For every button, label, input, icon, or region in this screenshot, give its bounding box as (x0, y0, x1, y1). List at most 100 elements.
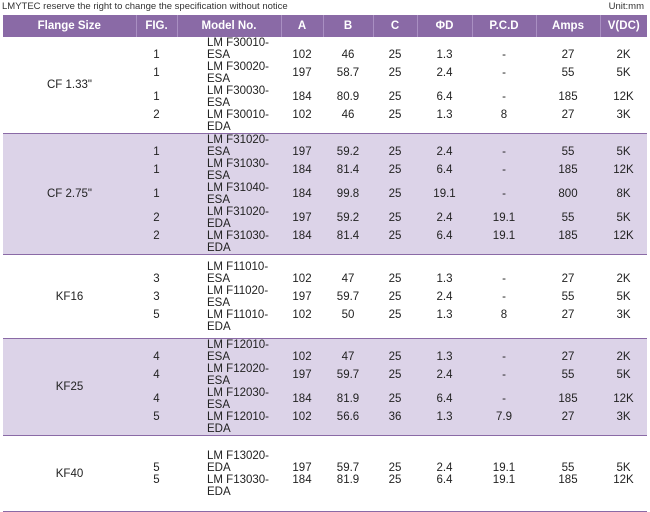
a-cell: 184 (292, 473, 312, 486)
model-no-cell: LM F30030-ESA (207, 85, 270, 109)
c-cell: 25 (388, 230, 402, 242)
table-row: 4 LM F12030-ESA 184 81.9 25 6.4 - 185 12K (3, 387, 647, 411)
disclaimer-text: LMYTEC reserve the right to change the s… (2, 1, 288, 12)
pcd-cell: - (502, 91, 506, 103)
b-cell: 59.2 (336, 146, 360, 158)
amps-cell: 27 (561, 351, 575, 363)
a-cell: 197 (292, 212, 312, 224)
a-cell: 184 (292, 164, 312, 176)
amps-cell: 55 (561, 146, 575, 158)
a-cell: 197 (292, 369, 312, 381)
diameter-d-cell: 19.1 (433, 188, 456, 200)
voltage-cell: 5K (616, 146, 631, 158)
fig-cell: 1 (153, 49, 160, 61)
voltage-cell: 12K (613, 91, 634, 103)
voltage-cell: 5K (616, 212, 631, 224)
table-row: CF 1.33" 1 LM F30010-ESA 102 46 25 1.3 - 27 2K (3, 37, 647, 91)
pcd-cell: - (502, 272, 506, 285)
diameter-d-cell: 2.4 (436, 369, 453, 381)
pcd-cell: - (502, 49, 506, 61)
amps-cell: 27 (561, 308, 575, 321)
fig-cell: 5 (153, 461, 160, 474)
fig-cell: 2 (153, 230, 160, 242)
voltage-cell: 2K (616, 272, 631, 285)
b-cell: 46 (341, 109, 355, 121)
amps-cell: 55 (561, 461, 575, 474)
diameter-d-cell: 1.3 (436, 351, 453, 363)
amps-cell: 185 (558, 164, 578, 176)
pcd-cell: 19.1 (492, 212, 516, 224)
pcd-cell: 19.1 (492, 461, 516, 474)
col-header-diameter-d: ΦD (417, 15, 473, 37)
a-cell: 102 (292, 308, 312, 321)
amps-cell: 185 (558, 473, 578, 486)
col-header-fig: FIG. (136, 15, 178, 37)
b-cell: 59.7 (336, 369, 360, 381)
diameter-d-cell: 2.4 (436, 212, 453, 224)
pcd-cell: - (502, 188, 506, 200)
b-cell: 81.9 (336, 473, 360, 486)
a-cell: 197 (292, 146, 312, 158)
c-cell: 25 (388, 351, 402, 363)
model-no-cell: LM F30010-ESA (207, 37, 270, 61)
b-cell: 81.9 (336, 393, 360, 405)
col-header-b: B (323, 15, 374, 37)
c-cell: 25 (388, 91, 402, 103)
flange-size-cell: CF 1.33" (47, 79, 92, 91)
c-cell: 25 (388, 188, 402, 200)
diameter-d-cell: 6.4 (436, 473, 453, 486)
b-cell: 81.4 (336, 230, 360, 242)
voltage-cell: 5K (616, 67, 631, 79)
flange-group: KF25 4 LM F12010-ESA 102 47 25 1.3 - 27 2K 4 LM F12… (3, 338, 647, 436)
amps-cell: 185 (558, 91, 578, 103)
flange-size-cell: KF40 (55, 467, 84, 480)
a-cell: 102 (292, 272, 312, 285)
a-cell: 102 (292, 351, 312, 363)
b-cell: 99.8 (336, 188, 360, 200)
c-cell: 25 (388, 49, 402, 61)
col-header-amps: Amps (536, 15, 601, 37)
amps-cell: 27 (561, 272, 575, 285)
model-no-cell: LM F12010-EDA (207, 411, 270, 435)
fig-cell: 5 (153, 411, 160, 423)
amps-cell: 27 (561, 49, 575, 61)
diameter-d-cell: 6.4 (436, 164, 453, 176)
voltage-cell: 5K (616, 461, 631, 474)
fig-cell: 4 (153, 369, 160, 381)
amps-cell: 27 (561, 109, 575, 121)
b-cell: 59.7 (336, 290, 360, 303)
pcd-cell: - (502, 290, 506, 303)
flange-size-cell: KF16 (55, 290, 84, 303)
diameter-d-cell: 2.4 (436, 67, 453, 79)
amps-cell: 55 (561, 369, 575, 381)
table-row: 1 LM F30030-ESA 184 80.9 25 6.4 - 185 12K (3, 85, 647, 109)
model-no-cell: LM F13030-EDA (207, 473, 270, 498)
amps-cell: 55 (561, 212, 575, 224)
diameter-d-cell: 1.3 (436, 308, 453, 321)
model-no-cell: LM F12020-ESA (207, 363, 270, 387)
diameter-d-cell: 1.3 (436, 109, 453, 121)
col-header-voltage: V(DC) (600, 15, 647, 37)
a-cell: 102 (292, 49, 312, 61)
table-row: CF 2.75" 1 LM F31020-ESA 197 59.2 25 2.4 - 55 5K (3, 134, 647, 200)
c-cell: 25 (388, 67, 402, 79)
a-cell: 197 (292, 67, 312, 79)
fig-cell: 3 (153, 272, 160, 285)
table-row: 3 LM F11020-ESA 197 59.7 25 2.4 - 55 5K (3, 285, 647, 309)
a-cell: 102 (292, 109, 312, 121)
a-cell: 184 (292, 230, 312, 242)
voltage-cell: 3K (616, 411, 631, 423)
c-cell: 25 (388, 461, 402, 474)
c-cell: 25 (388, 272, 402, 285)
col-header-a: A (281, 15, 324, 37)
voltage-cell: 3K (616, 308, 631, 321)
diameter-d-cell: 1.3 (436, 272, 453, 285)
diameter-d-cell: 1.3 (436, 411, 453, 423)
a-cell: 197 (292, 461, 312, 474)
col-header-c: C (373, 15, 418, 37)
pcd-cell: - (502, 393, 506, 405)
b-cell: 81.4 (336, 164, 360, 176)
diameter-d-cell: 2.4 (436, 290, 453, 303)
amps-cell: 800 (558, 188, 578, 200)
voltage-cell: 2K (616, 351, 631, 363)
